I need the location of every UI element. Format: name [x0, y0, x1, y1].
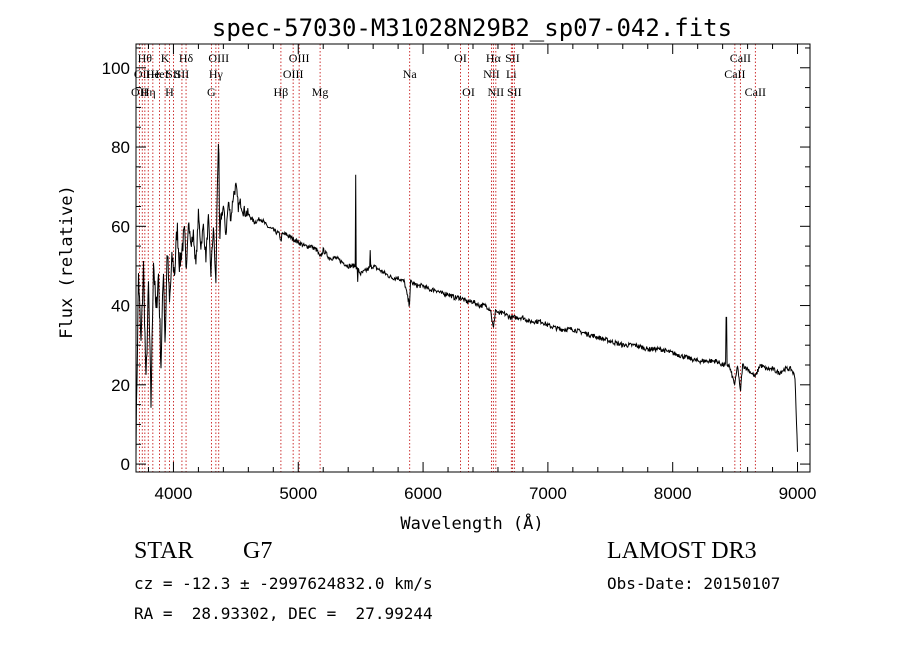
line-marker-label: Mg [312, 85, 329, 99]
coordinates-readout: RA = 28.93302, DEC = 27.99244 [134, 604, 433, 623]
line-marker-label: CaII [730, 51, 751, 65]
line-marker-label: SII [507, 85, 522, 99]
line-marker-label: K [161, 51, 170, 65]
line-marker-label: NII [483, 67, 500, 81]
line-marker-label: OI [454, 51, 467, 65]
line-marker-label: OII [131, 85, 148, 99]
x-tick-label: 7000 [529, 484, 567, 503]
line-marker-label: Hη [141, 85, 156, 99]
x-tick-label: 6000 [404, 484, 442, 503]
line-marker-label: NII [488, 85, 505, 99]
line-marker-label: Hθ [138, 51, 153, 65]
object-subclass: G7 [243, 538, 273, 564]
survey-name: LAMOST DR3 [607, 538, 757, 564]
object-class: STAR [134, 538, 194, 564]
redshift-readout: cz = -12.3 ± -2997624832.0 km/s [134, 574, 433, 593]
x-tick-label: 4000 [155, 484, 193, 503]
x-tick-label: 9000 [779, 484, 817, 503]
line-marker-label: Hδ [179, 51, 194, 65]
line-marker-label: Li [506, 67, 517, 81]
line-marker-label: Hα [486, 51, 502, 65]
y-tick-label: 60 [111, 217, 130, 236]
line-marker-label: OIII [283, 67, 304, 81]
y-axis: 0 20 40 60 80 100 [102, 47, 810, 474]
y-tick-label: 100 [102, 59, 130, 78]
y-axis-label: Flux (relative) [57, 185, 77, 339]
chart-title: spec-57030-M31028N29B2_sp07-042.fits [212, 14, 732, 42]
line-marker-label: HeI [151, 67, 169, 81]
x-tick-label: 5000 [279, 484, 317, 503]
line-marker-label: Hγ [209, 67, 224, 81]
line-marker-label: SII [505, 51, 520, 65]
line-marker-label: OIII [289, 51, 310, 65]
line-marker-label: G [207, 85, 216, 99]
line-marker-label: SII [166, 67, 181, 81]
line-marker-label: He [146, 67, 160, 81]
spectral-line-markers: OIIOIIHθHηHeHeIKHSIIHδSIIGHγOIIIHβOIIIOI… [131, 44, 766, 472]
x-tick-label: 8000 [654, 484, 692, 503]
line-marker-label: CaII [745, 85, 766, 99]
y-tick-label: 20 [111, 376, 130, 395]
line-marker-label: H [165, 85, 174, 99]
line-marker-label: CaII [724, 67, 745, 81]
line-marker-label: OIII [208, 51, 229, 65]
y-tick-label: 80 [111, 138, 130, 157]
line-marker-label: Na [403, 67, 418, 81]
observation-date: Obs-Date: 20150107 [607, 574, 781, 593]
plot-frame [135, 43, 811, 473]
y-tick-label: 40 [111, 297, 130, 316]
line-marker-label: Hβ [274, 85, 289, 99]
x-axis: 4000 5000 6000 7000 8000 9000 [147, 44, 817, 503]
line-marker-label: SII [175, 67, 190, 81]
line-marker-label: OII [134, 67, 151, 81]
y-tick-label: 0 [121, 455, 130, 474]
x-axis-label: Wavelength (Å) [400, 512, 543, 534]
line-marker-label: OI [462, 85, 475, 99]
spectrum-series [135, 143, 798, 457]
